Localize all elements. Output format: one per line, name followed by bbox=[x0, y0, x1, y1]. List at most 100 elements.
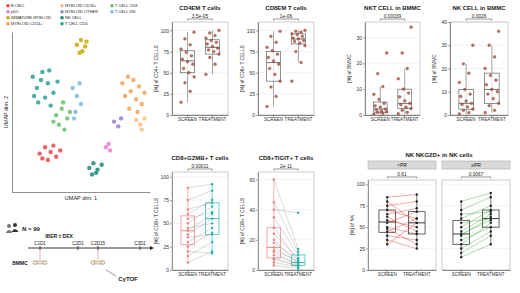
point bbox=[466, 105, 469, 108]
point bbox=[463, 88, 466, 91]
point bbox=[212, 50, 215, 53]
point bbox=[460, 222, 462, 224]
point bbox=[484, 111, 487, 114]
point bbox=[273, 249, 275, 251]
paired-panel: CD8+GZMB+ T cells[%] of CD8+ T CELLS0255… bbox=[154, 155, 229, 277]
tick-mark bbox=[170, 52, 172, 53]
title: CD4EM T cells bbox=[179, 5, 221, 11]
point bbox=[297, 38, 300, 41]
point bbox=[279, 80, 282, 83]
legend-swatch bbox=[6, 4, 10, 8]
point bbox=[304, 29, 307, 32]
point bbox=[191, 63, 194, 66]
tick-label: TREATMENT bbox=[285, 117, 313, 122]
point bbox=[40, 156, 44, 160]
point bbox=[489, 74, 492, 77]
point bbox=[386, 209, 388, 211]
tick: TREATMENT bbox=[198, 270, 226, 277]
point bbox=[381, 85, 384, 88]
tick: 75 bbox=[359, 203, 368, 209]
legend-swatch bbox=[110, 4, 114, 8]
point bbox=[467, 111, 470, 114]
marks bbox=[267, 178, 305, 269]
tick-mark bbox=[256, 73, 258, 74]
point bbox=[416, 222, 418, 224]
point bbox=[54, 113, 58, 117]
box bbox=[485, 73, 500, 103]
axis-title: [%] of NK bbox=[350, 214, 355, 235]
tick-mark bbox=[256, 210, 258, 211]
tick-mark bbox=[363, 115, 365, 116]
tick-mark bbox=[256, 115, 258, 116]
point bbox=[207, 49, 210, 52]
point bbox=[180, 101, 183, 104]
pair-line bbox=[387, 195, 417, 198]
point bbox=[142, 91, 146, 95]
point bbox=[190, 54, 193, 57]
box bbox=[267, 228, 281, 258]
pair-line bbox=[387, 220, 417, 227]
point bbox=[300, 31, 303, 34]
box-panel: NK CELL in BMMC[%] of BMMC010203040SCREE… bbox=[432, 5, 509, 122]
pair-line bbox=[274, 252, 298, 266]
point bbox=[79, 38, 83, 42]
grid-line bbox=[172, 246, 228, 247]
point bbox=[485, 83, 488, 86]
y-axis: 0255075100 bbox=[357, 181, 369, 274]
tick: 10 bbox=[441, 89, 450, 95]
tick: SCREEN bbox=[378, 270, 397, 277]
legend-label: T CELL CD8 bbox=[115, 3, 138, 8]
y-axis: 0102030 bbox=[356, 23, 365, 119]
point bbox=[211, 211, 213, 213]
point bbox=[416, 230, 418, 232]
tick-label: SCREEN bbox=[371, 117, 390, 122]
point bbox=[32, 94, 36, 98]
point bbox=[273, 246, 275, 248]
point bbox=[490, 226, 492, 228]
pair-line bbox=[274, 180, 298, 249]
point bbox=[380, 110, 383, 113]
x-axis: SCREENTREATMENT bbox=[366, 115, 421, 122]
p-value: 0.0026 bbox=[472, 14, 487, 19]
point bbox=[211, 252, 213, 254]
point bbox=[273, 261, 275, 263]
axis-line bbox=[451, 115, 509, 116]
point bbox=[416, 217, 418, 219]
point bbox=[142, 116, 146, 120]
point bbox=[416, 211, 418, 213]
point bbox=[416, 217, 418, 219]
box-panel: CD4EM T cells[%] of CD4+ T CELLS02550751… bbox=[154, 5, 229, 122]
tick: TREATMENT bbox=[199, 115, 227, 122]
tick: 40 bbox=[249, 207, 258, 213]
point bbox=[127, 107, 131, 111]
tick: 0 bbox=[444, 112, 450, 118]
point bbox=[410, 107, 413, 110]
x-axis: SCREENTREATMENT bbox=[443, 270, 511, 277]
tick-label: 25 bbox=[163, 91, 169, 97]
tick: 50 bbox=[359, 224, 368, 230]
point bbox=[181, 58, 184, 61]
point bbox=[461, 103, 464, 106]
axis-line bbox=[173, 270, 229, 271]
point bbox=[378, 98, 381, 101]
point bbox=[297, 265, 299, 267]
grid-line bbox=[172, 200, 228, 201]
tick-label: 30 bbox=[356, 35, 362, 41]
person-icon bbox=[7, 224, 11, 228]
grid-line bbox=[258, 30, 314, 31]
tick-label: 40 bbox=[441, 19, 447, 25]
median bbox=[267, 247, 281, 248]
point bbox=[460, 226, 462, 228]
title: NK CELL in BMMC bbox=[452, 5, 506, 11]
point bbox=[83, 44, 87, 48]
point bbox=[187, 227, 189, 229]
point bbox=[48, 103, 52, 107]
median bbox=[485, 89, 500, 90]
point bbox=[406, 111, 409, 114]
point bbox=[65, 116, 69, 120]
point bbox=[416, 247, 418, 249]
tick-mark bbox=[448, 69, 450, 70]
point bbox=[470, 102, 473, 105]
tick-label: SCREEN bbox=[452, 272, 471, 277]
box bbox=[398, 89, 412, 108]
